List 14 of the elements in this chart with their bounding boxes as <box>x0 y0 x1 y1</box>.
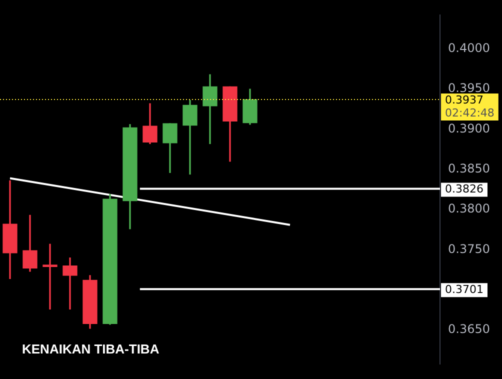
candlestick <box>62 257 78 310</box>
text: 02:42:48 <box>445 106 494 120</box>
ref-line-label: 0.3826 <box>445 182 484 196</box>
ref-line-label: 0.3937 <box>445 93 484 106</box>
y-tick-label: 0.4000 <box>448 41 490 56</box>
y-tick-label: 0.3950 <box>448 81 490 96</box>
y-tick-label: 0.3800 <box>448 202 490 216</box>
ref-line-label: 0.3701 <box>445 282 484 296</box>
y-tick-label: 0.3850 <box>448 162 490 176</box>
annotation: KENAIKAN TIBA-TIBA <box>22 342 160 357</box>
y-tick-label: 0.3650 <box>448 322 490 336</box>
y-tick-label: 0.3750 <box>448 242 490 256</box>
y-tick-label: 0.3900 <box>448 121 490 136</box>
candlestick <box>42 244 58 310</box>
